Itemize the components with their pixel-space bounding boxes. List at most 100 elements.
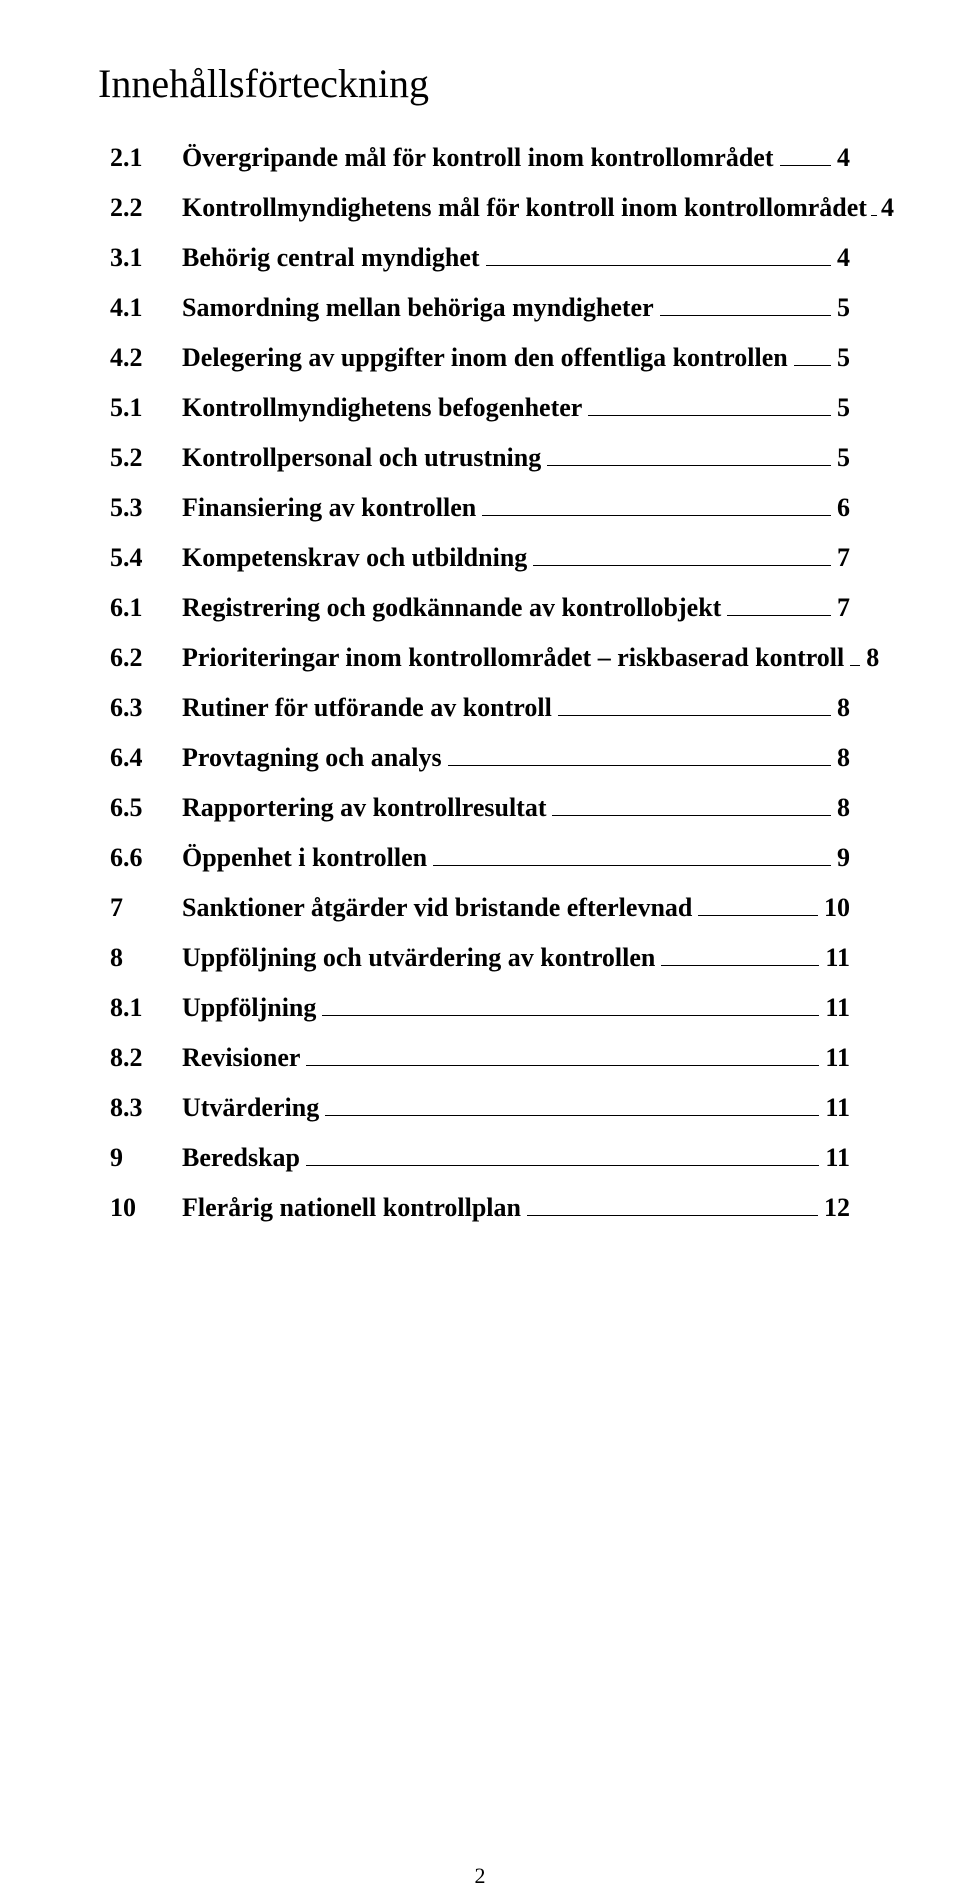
toc-page: 9 (837, 843, 850, 873)
toc-page: 4 (837, 243, 850, 273)
toc-entry: 4.1 Samordning mellan behöriga myndighet… (110, 293, 850, 323)
toc-entry: 2.1 Övergripande mål för kontroll inom k… (110, 143, 850, 173)
toc-label: Registrering och godkännande av kontroll… (182, 593, 721, 623)
toc-leader (433, 865, 831, 866)
toc-entry: 5.4 Kompetenskrav och utbildning 7 (110, 543, 850, 573)
toc-page: 11 (825, 1043, 850, 1073)
toc-leader (533, 565, 831, 566)
toc-label: Rutiner för utförande av kontroll (182, 693, 552, 723)
toc-number: 5.1 (110, 393, 182, 423)
toc-page: 12 (824, 1193, 850, 1223)
toc-page: 8 (837, 793, 850, 823)
toc-label: Kontrollmyndighetens befogenheter (182, 393, 582, 423)
toc-label: Revisioner (182, 1043, 300, 1073)
toc-entry: 6.3 Rutiner för utförande av kontroll 8 (110, 693, 850, 723)
toc-entry: 8.3 Utvärdering 11 (110, 1093, 850, 1123)
toc-entry: 6.2 Prioriteringar inom kontrollområdet … (110, 643, 850, 673)
toc-entry: 4.2 Delegering av uppgifter inom den off… (110, 343, 850, 373)
toc-leader (698, 915, 818, 916)
toc-number: 8.3 (110, 1093, 182, 1123)
toc-entry: 3.1 Behörig central myndighet 4 (110, 243, 850, 273)
toc-number: 5.4 (110, 543, 182, 573)
toc-label: Sanktioner åtgärder vid bristande efterl… (182, 893, 692, 923)
toc-leader (661, 965, 819, 966)
toc-leader (482, 515, 831, 516)
toc-label: Rapportering av kontrollresultat (182, 793, 546, 823)
toc-page: 11 (825, 1093, 850, 1123)
toc-label: Övergripande mål för kontroll inom kontr… (182, 143, 774, 173)
toc-page: 7 (837, 593, 850, 623)
toc-label: Finansiering av kontrollen (182, 493, 476, 523)
page-number: 2 (110, 1863, 850, 1889)
toc-entry: 2.2 Kontrollmyndighetens mål för kontrol… (110, 193, 850, 223)
toc-number: 3.1 (110, 243, 182, 273)
toc-number: 8.1 (110, 993, 182, 1023)
toc-leader (727, 615, 831, 616)
toc-entry: 6.1 Registrering och godkännande av kont… (110, 593, 850, 623)
toc-entry: 7 Sanktioner åtgärder vid bristande efte… (110, 893, 850, 923)
toc-entry: 8.2 Revisioner 11 (110, 1043, 850, 1073)
toc-label: Utvärdering (182, 1093, 319, 1123)
toc-label: Flerårig nationell kontrollplan (182, 1193, 521, 1223)
toc-leader (448, 765, 831, 766)
toc-label: Samordning mellan behöriga myndigheter (182, 293, 654, 323)
toc-number: 8.2 (110, 1043, 182, 1073)
toc-number: 6.2 (110, 643, 182, 673)
toc-leader (552, 815, 831, 816)
toc-page: 7 (837, 543, 850, 573)
toc-leader (780, 165, 832, 166)
toc-entry: 5.1 Kontrollmyndighetens befogenheter 5 (110, 393, 850, 423)
toc-leader (794, 365, 831, 366)
toc-leader (306, 1165, 819, 1166)
toc-number: 7 (110, 893, 182, 923)
toc-leader (547, 465, 831, 466)
toc-entry: 6.6 Öppenhet i kontrollen 9 (110, 843, 850, 873)
toc-number: 6.1 (110, 593, 182, 623)
toc-label: Beredskap (182, 1143, 300, 1173)
toc-page: 11 (825, 993, 850, 1023)
toc-leader (322, 1015, 819, 1016)
toc-leader (306, 1065, 819, 1066)
toc-label: Kontrollmyndighetens mål för kontroll in… (182, 193, 867, 223)
toc-number: 9 (110, 1143, 182, 1173)
toc-number: 4.1 (110, 293, 182, 323)
toc-label: Uppföljning och utvärdering av kontrolle… (182, 943, 655, 973)
toc-number: 2.1 (110, 143, 182, 173)
toc-number: 5.2 (110, 443, 182, 473)
toc-page: 6 (837, 493, 850, 523)
toc-entry: 6.5 Rapportering av kontrollresultat 8 (110, 793, 850, 823)
toc-label: Prioriteringar inom kontrollområdet – ri… (182, 643, 844, 673)
toc-entry: 8 Uppföljning och utvärdering av kontrol… (110, 943, 850, 973)
toc-entry: 8.1 Uppföljning 11 (110, 993, 850, 1023)
toc-title: Innehållsförteckning (98, 60, 850, 107)
toc-page: 8 (837, 743, 850, 773)
toc-label: Behörig central myndighet (182, 243, 480, 273)
toc-number: 4.2 (110, 343, 182, 373)
toc-page: 8 (866, 643, 879, 673)
toc-number: 6.6 (110, 843, 182, 873)
toc-number: 10 (110, 1193, 182, 1223)
toc-page: 5 (837, 393, 850, 423)
toc-page: 5 (837, 293, 850, 323)
page: Innehållsförteckning 2.1 Övergripande må… (0, 0, 960, 1889)
toc-leader (486, 265, 831, 266)
toc-label: Kompetenskrav och utbildning (182, 543, 527, 573)
toc-entry: 6.4 Provtagning och analys 8 (110, 743, 850, 773)
toc-leader (558, 715, 831, 716)
toc-leader (660, 315, 831, 316)
toc-number: 5.3 (110, 493, 182, 523)
toc-page: 11 (825, 1143, 850, 1173)
toc-label: Öppenhet i kontrollen (182, 843, 427, 873)
toc-leader (325, 1115, 819, 1116)
toc-leader (527, 1215, 818, 1216)
toc-leader (850, 665, 860, 666)
toc-entry: 5.3 Finansiering av kontrollen 6 (110, 493, 850, 523)
toc-number: 6.4 (110, 743, 182, 773)
toc-number: 6.5 (110, 793, 182, 823)
toc-page: 5 (837, 443, 850, 473)
toc-label: Delegering av uppgifter inom den offentl… (182, 343, 788, 373)
toc-page: 8 (837, 693, 850, 723)
toc-label: Provtagning och analys (182, 743, 442, 773)
toc-entry: 9 Beredskap 11 (110, 1143, 850, 1173)
toc-number: 6.3 (110, 693, 182, 723)
